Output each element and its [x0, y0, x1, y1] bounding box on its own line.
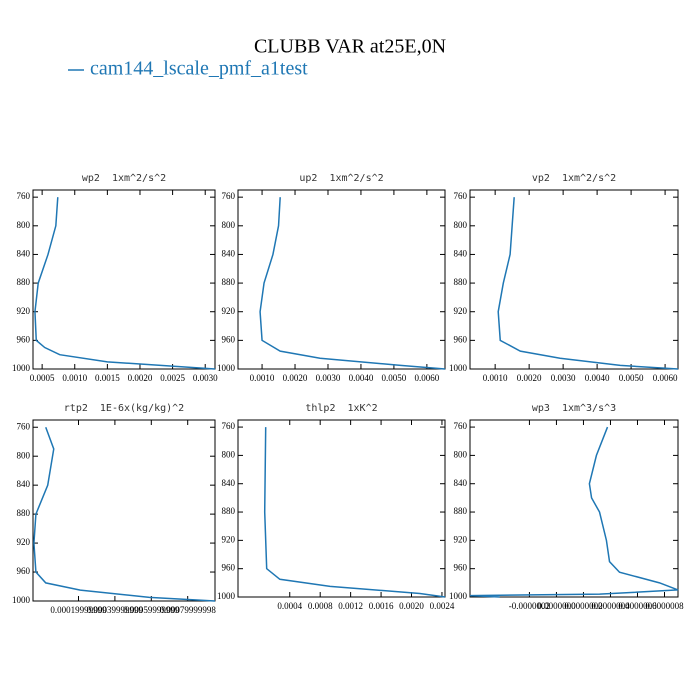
y-tick-label: 880	[454, 277, 468, 287]
y-tick-label: 760	[17, 421, 31, 431]
x-tick-label: 0.0060	[414, 373, 439, 383]
x-tick-label: 0.0025	[160, 373, 185, 383]
x-tick-label: 0.00079999998	[160, 605, 217, 615]
x-tick-label: 0.0040	[585, 373, 610, 383]
y-tick-label: 760	[454, 421, 468, 431]
subplot-title: rtp2 1E-6x(kg/kg)^2	[64, 403, 184, 414]
y-tick-label: 960	[222, 334, 236, 344]
y-tick-label: 920	[17, 306, 31, 316]
y-tick-label: 880	[222, 277, 236, 287]
y-tick-label: 760	[454, 191, 468, 201]
x-tick-label: 0.0015	[95, 373, 120, 383]
x-tick-label: 0.0030	[193, 373, 218, 383]
x-tick-label: 0.0024	[430, 601, 455, 611]
y-tick-label: 1000	[449, 363, 468, 373]
y-tick-label: 840	[17, 479, 31, 489]
y-tick-label: 960	[454, 334, 468, 344]
x-tick-label: 0.0000008	[645, 601, 684, 611]
y-tick-label: 800	[17, 220, 31, 230]
y-tick-label: 920	[17, 537, 31, 547]
axes-frame	[237, 419, 446, 598]
profile-line	[469, 426, 679, 598]
y-tick-label: 880	[17, 508, 31, 518]
subplot-title: thlp2 1xK^2	[305, 403, 377, 414]
y-tick-label: 920	[222, 306, 236, 316]
axes-frame	[32, 419, 216, 602]
axes-frame	[469, 419, 679, 598]
x-tick-label: 0.0000004	[591, 601, 630, 611]
subplot-title: vp2 1xm^2/s^2	[532, 173, 616, 184]
x-tick-label: 0.0010	[62, 373, 87, 383]
x-tick-label: 0.0004	[277, 601, 302, 611]
y-tick-label: 760	[222, 191, 236, 201]
x-tick-label: 0.0010	[483, 373, 508, 383]
x-tick-label: 0.0020	[399, 601, 424, 611]
y-tick-label: 920	[454, 534, 468, 544]
y-tick-label: 880	[454, 506, 468, 516]
subplot-title: up2 1xm^2/s^2	[299, 173, 383, 184]
profile-line	[263, 427, 446, 598]
legend-label: cam144_lscale_pmf_a1test	[90, 58, 308, 80]
y-tick-label: 920	[222, 534, 236, 544]
y-tick-label: 1000	[217, 591, 236, 601]
x-tick-label: 0.0005	[30, 373, 55, 383]
y-tick-label: 800	[454, 449, 468, 459]
y-tick-label: 960	[17, 334, 31, 344]
x-tick-label: 0.0000006	[618, 601, 657, 611]
profile-line	[259, 197, 446, 370]
x-tick-label: 0.0000002	[564, 601, 602, 611]
x-tick-label: 0.00019999999	[50, 605, 107, 615]
y-tick-label: 840	[222, 249, 236, 259]
y-tick-label: 840	[222, 478, 236, 488]
axes-frame	[237, 189, 446, 370]
subplot-title: wp2 1xm^2/s^2	[82, 173, 166, 184]
y-tick-label: 800	[222, 449, 236, 459]
y-tick-label: 960	[17, 566, 31, 576]
y-tick-label: 800	[222, 220, 236, 230]
x-tick-label: -0.0000002	[509, 601, 550, 611]
y-tick-label: 840	[454, 478, 468, 488]
x-tick-label: 0.00039999999	[87, 605, 144, 615]
y-tick-label: 1000	[12, 595, 31, 605]
profile-line	[497, 197, 679, 370]
y-tick-label: 880	[222, 506, 236, 516]
x-tick-label: 0.0020	[128, 373, 153, 383]
x-tick-label: 0.0020	[517, 373, 542, 383]
y-tick-label: 960	[454, 563, 468, 573]
x-tick-label: 0.0000000	[537, 601, 576, 611]
y-tick-label: 1000	[12, 363, 31, 373]
y-tick-label: 760	[222, 421, 236, 431]
y-tick-label: 960	[222, 563, 236, 573]
x-tick-label: 0.0008	[308, 601, 333, 611]
x-tick-label: 0.00059999999	[123, 605, 180, 615]
x-tick-label: 0.0040	[349, 373, 374, 383]
y-tick-label: 840	[454, 249, 468, 259]
y-tick-label: 760	[17, 191, 31, 201]
x-tick-label: 0.0012	[338, 601, 363, 611]
figure-title: CLUBB VAR at25E,0N	[254, 36, 446, 58]
y-tick-label: 800	[454, 220, 468, 230]
x-tick-label: 0.0010	[250, 373, 275, 383]
subplot-title: wp3 1xm^3/s^3	[532, 403, 616, 414]
x-tick-label: 0.0020	[283, 373, 308, 383]
axes-frame	[32, 189, 216, 370]
x-tick-label: 0.0030	[551, 373, 576, 383]
y-tick-label: 800	[17, 450, 31, 460]
profile-line	[34, 197, 216, 370]
y-tick-label: 1000	[449, 591, 468, 601]
x-tick-label: 0.0050	[619, 373, 644, 383]
x-tick-label: 0.0030	[316, 373, 341, 383]
profile-line	[33, 426, 216, 602]
y-tick-label: 1000	[217, 363, 236, 373]
x-tick-label: 0.0050	[382, 373, 407, 383]
y-tick-label: 880	[17, 277, 31, 287]
y-tick-label: 840	[17, 249, 31, 259]
y-tick-label: 920	[454, 306, 468, 316]
x-tick-label: 0.0060	[653, 373, 678, 383]
axes-frame	[469, 189, 679, 370]
x-tick-label: 0.0016	[369, 601, 394, 611]
